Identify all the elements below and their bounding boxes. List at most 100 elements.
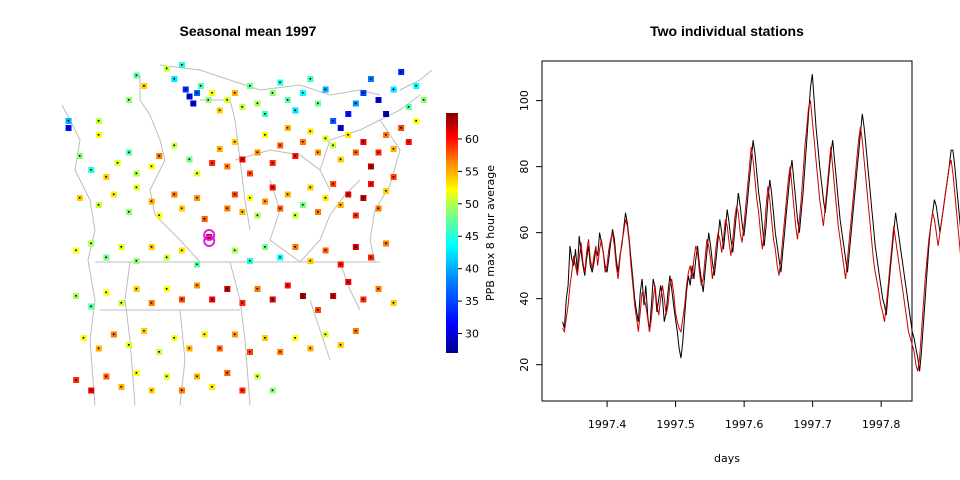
station-dot (112, 193, 115, 196)
station-dot (264, 134, 266, 136)
station-dot (301, 141, 304, 143)
station-dot (309, 78, 312, 80)
station-circle (203, 229, 216, 241)
station-dot (301, 92, 304, 94)
station-dot (90, 389, 92, 392)
station-dot (286, 127, 289, 129)
y-tick-label: 20 (518, 358, 531, 372)
station-dot (279, 81, 281, 84)
station-dot (264, 113, 266, 115)
station-dot (294, 246, 296, 248)
state-boundary (369, 119, 401, 263)
station-dot (112, 333, 115, 336)
station-dot (128, 99, 130, 101)
station-cells (65, 62, 427, 394)
station-dot (264, 200, 266, 203)
station-dot (317, 151, 319, 154)
station-dot (347, 193, 349, 196)
colorbar-tick-label: 30 (465, 328, 479, 341)
station-dot (173, 337, 175, 339)
station-dot (180, 64, 183, 66)
station-dot (294, 337, 296, 339)
station-dot (362, 197, 364, 199)
station-dot (339, 344, 342, 346)
series-line-station-2 (562, 100, 960, 372)
station-dot (392, 88, 395, 91)
station-dot (135, 372, 138, 374)
station-dot (180, 207, 183, 210)
state-boundary (269, 179, 301, 263)
station-dot (392, 176, 395, 178)
station-dot (347, 281, 349, 283)
station-dot (150, 165, 153, 168)
colorbar-ticks: 30 35 40 45 50 55 60 (458, 133, 479, 341)
station-dot (279, 256, 281, 259)
station-dot (385, 134, 387, 136)
station-dot (150, 200, 153, 203)
station-dot (324, 197, 327, 199)
station-dot (97, 204, 100, 206)
station-circle (203, 235, 216, 247)
station-dot (377, 99, 380, 101)
state-boundary (124, 261, 136, 406)
station-dot (226, 99, 228, 101)
station-dot (180, 298, 183, 301)
station-dot (324, 88, 327, 91)
station-dot (385, 113, 387, 115)
station-dot (180, 389, 183, 392)
station-dot (226, 207, 228, 210)
colorbar-tick-label: 45 (465, 230, 479, 243)
station-dot (407, 106, 410, 108)
station-dot (332, 183, 334, 185)
station-dot (158, 351, 160, 353)
station-dot (128, 151, 130, 154)
station-dot (211, 298, 213, 301)
station-dot (279, 144, 281, 147)
station-dot (317, 102, 319, 105)
station-dot (218, 148, 221, 150)
colorbar: 30 35 40 45 50 55 60 PPB max 8 hour average (446, 113, 497, 353)
station-dot (249, 197, 251, 199)
station-dot (143, 85, 145, 87)
station-dot (173, 144, 175, 147)
station-dot (135, 260, 138, 262)
station-dot (67, 120, 70, 122)
station-dot (135, 186, 138, 189)
station-dot (354, 102, 357, 105)
station-dot (75, 295, 77, 297)
station-dot (400, 71, 402, 73)
state-boundary (234, 149, 331, 191)
station-dot (75, 379, 77, 381)
station-dot (324, 333, 327, 336)
state-boundary (229, 261, 251, 406)
station-dot (173, 78, 175, 80)
station-dot (128, 344, 130, 346)
colorbar-label: PPB max 8 hour average (484, 165, 497, 301)
series-lines (562, 74, 960, 372)
station-dot (188, 347, 191, 350)
station-dot (392, 148, 395, 150)
station-dot (97, 347, 100, 350)
station-dot (317, 211, 319, 213)
station-dot (415, 120, 417, 122)
station-dot (271, 186, 274, 189)
station-dot (241, 211, 244, 213)
station-dot (309, 186, 312, 189)
series-line-station-1 (562, 74, 960, 372)
x-tick-label: 1997.8 (862, 418, 901, 431)
station-dot (241, 389, 244, 392)
state-boundary (159, 64, 381, 96)
colorbar-tick-label: 40 (465, 263, 479, 276)
station-dot (385, 190, 387, 192)
station-dot (218, 109, 221, 112)
station-dot (78, 197, 81, 199)
station-dot (82, 337, 85, 339)
station-dot (105, 375, 107, 378)
colorbar-gradient (446, 113, 458, 353)
station-dot (279, 207, 281, 210)
station-dot (135, 288, 138, 290)
timeseries-panel: Two individual stations 1997.4 1997.5 1997… (518, 23, 960, 465)
y-tick-label: 40 (518, 292, 531, 306)
station-dot (120, 302, 123, 304)
station-dot (294, 155, 296, 157)
